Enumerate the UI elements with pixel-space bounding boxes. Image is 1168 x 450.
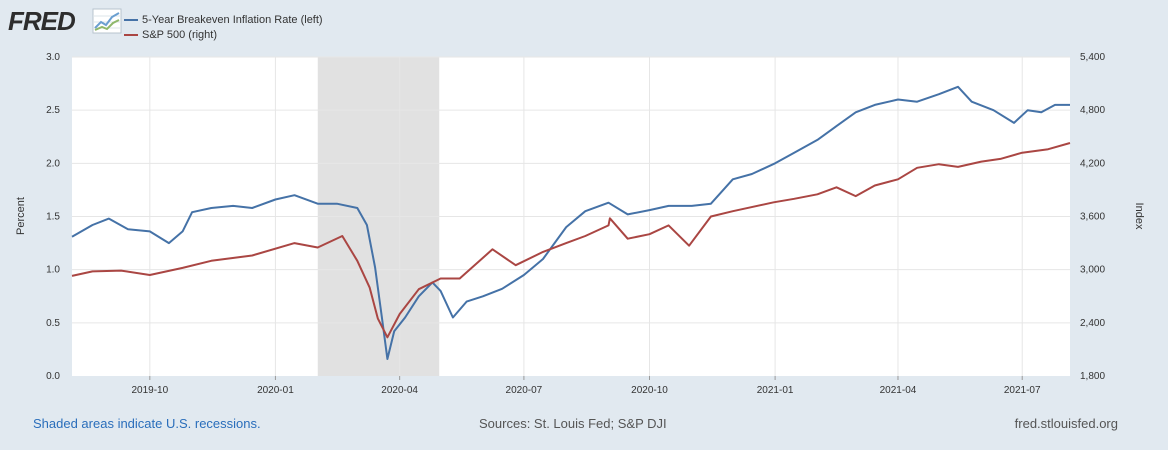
footer: Shaded areas indicate U.S. recessions. S… (0, 416, 1168, 436)
y-tick-label-right: 4,200 (1080, 158, 1105, 169)
series-layer (71, 85, 1071, 360)
y-tick-label-right: 5,400 (1080, 52, 1105, 63)
y-tick-label-right: 2,400 (1080, 318, 1105, 329)
y-tick-label-left: 1.5 (46, 212, 60, 223)
chart-line-icon (92, 8, 122, 34)
x-tick-label: 2021-07 (1004, 385, 1041, 396)
chart-legend: 5-Year Breakeven Inflation Rate (left) S… (124, 12, 323, 42)
axis-ticks: 0.0 1,800 0.5 2,400 1.0 3,000 1.5 3,600 2.0 4,200… (46, 52, 1105, 396)
x-tick-label: 2020-07 (506, 385, 543, 396)
y-axis-title-left: Percent (15, 197, 27, 235)
y-tick-label-right: 1,800 (1080, 371, 1105, 382)
x-tick-label: 2020-04 (381, 385, 418, 396)
y-tick-label-left: 1.0 (46, 265, 60, 276)
legend-swatch-breakeven (124, 18, 138, 21)
x-tick-label: 2020-01 (257, 385, 294, 396)
y-axis-title-right: Index (1133, 203, 1145, 230)
x-tick-label: 2021-04 (880, 385, 917, 396)
y-tick-label-left: 0.0 (46, 371, 60, 382)
gridlines (72, 56, 1070, 376)
sources-text: Sources: St. Louis Fed; S&P DJI (479, 416, 667, 431)
legend-swatch-sp500 (124, 33, 138, 36)
y-tick-label-left: 0.5 (46, 318, 60, 329)
y-tick-label-right: 4,800 (1080, 105, 1105, 116)
legend-item-breakeven[interactable]: 5-Year Breakeven Inflation Rate (left) (124, 12, 323, 27)
recession-note-link[interactable]: Shaded areas indicate U.S. recessions. (33, 416, 261, 431)
x-tick-label: 2021-01 (757, 385, 794, 396)
legend-label-sp500: S&P 500 (right) (142, 28, 218, 41)
series-line-sp500[interactable] (71, 142, 1071, 339)
header: FRED 5-Year Breakeven Inflation Rate (le… (0, 0, 1168, 50)
series-line-breakeven[interactable] (71, 85, 1070, 360)
y-tick-label-left: 3.0 (46, 52, 60, 63)
y-tick-label-left: 2.5 (46, 105, 60, 116)
site-link[interactable]: fred.stlouisfed.org (1014, 416, 1118, 431)
y-tick-label-left: 2.0 (46, 158, 60, 169)
legend-item-sp500[interactable]: S&P 500 (right) (124, 27, 323, 42)
legend-label-breakeven: 5-Year Breakeven Inflation Rate (left) (142, 13, 323, 26)
fred-logo-text: FRED (8, 6, 76, 36)
x-tick-label: 2019-10 (131, 385, 168, 396)
y-tick-label-right: 3,000 (1080, 265, 1105, 276)
x-tick-label: 2020-10 (631, 385, 668, 396)
y-tick-label-right: 3,600 (1080, 212, 1105, 223)
